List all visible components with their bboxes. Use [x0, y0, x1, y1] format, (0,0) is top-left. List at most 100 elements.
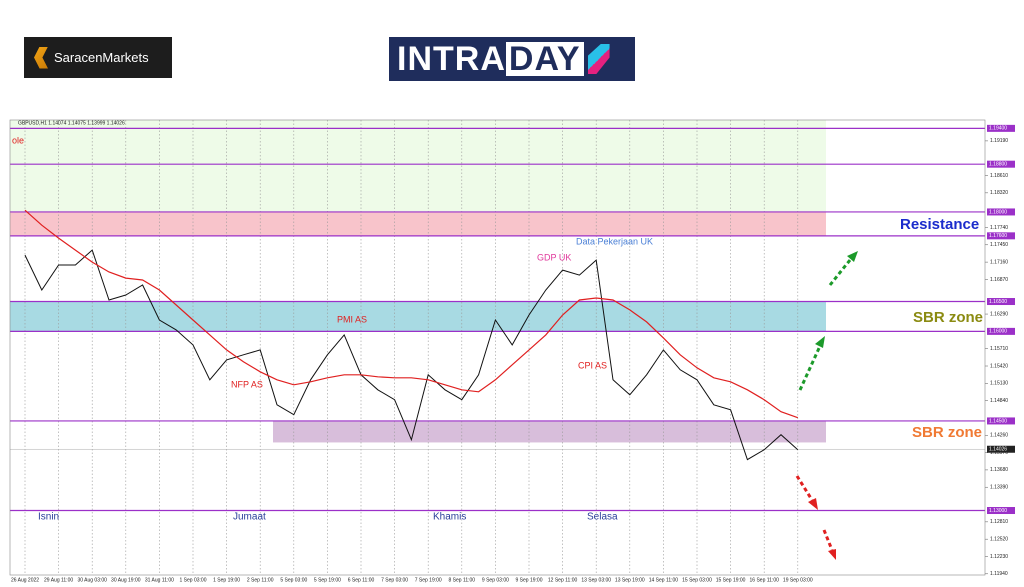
x-tick-label: 14 Sep 11:00 — [649, 577, 679, 583]
event-label: PMI AS — [337, 314, 367, 324]
zone-label: Resistance — [900, 216, 979, 233]
arrow — [795, 475, 814, 501]
x-tick-label: 12 Sep 11:00 — [548, 577, 578, 583]
y-tick-label: 1.19190 — [990, 138, 1008, 144]
x-tick-label: 31 Aug 11:00 — [145, 577, 174, 583]
x-tick-label: 1 Sep 03:00 — [180, 577, 207, 583]
level-label-bg — [987, 124, 1015, 132]
x-tick-label: 26 Aug 2022 — [11, 577, 39, 583]
y-tick-label: 1.18610 — [990, 173, 1008, 179]
level-label: 1.16500 — [989, 299, 1007, 305]
y-tick-label: 1.15420 — [990, 363, 1008, 369]
symbol-header: GBPUSD,H1 1.14074 1.14075 1.13999 1.1402… — [18, 120, 125, 126]
x-tick-label: 5 Sep 19:00 — [314, 577, 341, 583]
logo-text: INTRA — [397, 39, 506, 78]
y-tick-label: 1.14260 — [990, 433, 1008, 439]
arrow — [828, 259, 852, 286]
arrow-head — [815, 336, 825, 348]
arrow-head — [828, 549, 836, 560]
event-label: CPI AS — [578, 360, 607, 370]
series-line — [24, 209, 799, 419]
y-tick-label: 1.13390 — [990, 485, 1008, 491]
x-tick-label: 16 Sep 11:00 — [750, 577, 780, 583]
arrows — [795, 251, 858, 560]
series-line — [24, 249, 799, 461]
event-label: Data Pekerjaan UK — [576, 236, 653, 246]
level-label: 1.16000 — [989, 329, 1007, 335]
x-tick-label: 15 Sep 03:00 — [682, 577, 712, 583]
y-tick-label: 1.16290 — [990, 311, 1008, 317]
day-label: Jumaat — [233, 512, 266, 523]
level-label-bg — [987, 160, 1015, 168]
level-label: 1.14500 — [989, 418, 1007, 424]
y-tick-label: 1.18320 — [990, 190, 1008, 196]
arrow — [822, 529, 834, 551]
y-tick-label: 1.13680 — [990, 467, 1008, 473]
y-tick-label: 1.11940 — [990, 571, 1008, 577]
x-tick-label: 15 Sep 19:00 — [716, 577, 746, 583]
level-label: 1.18000 — [989, 209, 1007, 215]
y-tick-label: 1.17160 — [990, 259, 1008, 265]
zone — [273, 420, 826, 443]
arrow-head — [847, 251, 858, 262]
event-label: ole — [12, 135, 24, 145]
intraday-logo: INTRA DAY — [389, 37, 635, 81]
level-label-bg — [987, 232, 1015, 240]
y-tick-label: 1.14840 — [990, 398, 1008, 404]
x-tick-label: 8 Sep 11:00 — [448, 577, 475, 583]
y-tick-label: 1.12230 — [990, 554, 1008, 560]
arrow-head — [808, 498, 818, 510]
zone — [10, 211, 826, 236]
y-tick-label: 1.12520 — [990, 537, 1008, 543]
level-label-bg — [987, 507, 1015, 515]
x-tick-label: 9 Sep 19:00 — [516, 577, 543, 583]
x-tick-label: 29 Aug 11:00 — [44, 577, 73, 583]
last-price-label: 1.14026 — [989, 447, 1007, 453]
level-label-bg — [987, 298, 1015, 306]
last-price-bg — [987, 445, 1015, 453]
logo-text: DAY — [505, 42, 584, 76]
plot-frame — [9, 119, 986, 576]
y-tick-label: 1.12810 — [990, 519, 1008, 525]
x-tick-label: 13 Sep 19:00 — [615, 577, 645, 583]
event-label: NFP AS — [231, 379, 263, 389]
day-label: Khamis — [433, 512, 466, 523]
y-tick-label: 1.15710 — [990, 346, 1008, 352]
level-label-bg — [987, 327, 1015, 335]
y-tick-label: 1.15130 — [990, 381, 1008, 387]
x-tick-label: 7 Sep 03:00 — [381, 577, 408, 583]
y-tick-label: 1.17740 — [990, 225, 1008, 231]
zone — [10, 120, 826, 212]
x-tick-label: 1 Sep 19:00 — [213, 577, 240, 583]
y-tick-label: 1.16870 — [990, 277, 1008, 283]
y-tick-label: 1.17450 — [990, 242, 1008, 248]
level-label: 1.18800 — [989, 162, 1007, 168]
day-label: Selasa — [587, 512, 618, 523]
zone-label: SBR zone — [913, 309, 983, 326]
x-tick-label: 9 Sep 03:00 — [482, 577, 509, 583]
y-tick-label: 1.13970 — [990, 450, 1008, 456]
level-label: 1.13000 — [989, 508, 1007, 514]
logo-icon — [34, 46, 48, 69]
level-label: 1.19400 — [989, 126, 1007, 132]
x-tick-label: 13 Sep 03:00 — [581, 577, 611, 583]
day-label: Isnin — [38, 512, 59, 523]
x-tick-label: 30 Aug 19:00 — [111, 577, 141, 583]
x-tick-label: 5 Sep 03:00 — [280, 577, 307, 583]
x-tick-label: 19 Sep 03:00 — [783, 577, 813, 583]
x-tick-label: 7 Sep 19:00 — [415, 577, 442, 583]
arrow — [798, 345, 822, 391]
level-label-bg — [987, 417, 1015, 425]
event-label: GDP UK — [537, 252, 571, 262]
x-tick-label: 30 Aug 03:00 — [77, 577, 107, 583]
x-tick-label: 2 Sep 11:00 — [247, 577, 274, 583]
level-label: 1.17600 — [989, 233, 1007, 239]
brand-name: SaracenMarkets — [54, 50, 149, 65]
level-label-bg — [987, 208, 1015, 216]
zone — [10, 301, 826, 332]
zone-label: SBR zone — [912, 424, 982, 441]
brand-logo: SaracenMarkets — [24, 37, 172, 78]
x-tick-label: 6 Sep 11:00 — [348, 577, 375, 583]
